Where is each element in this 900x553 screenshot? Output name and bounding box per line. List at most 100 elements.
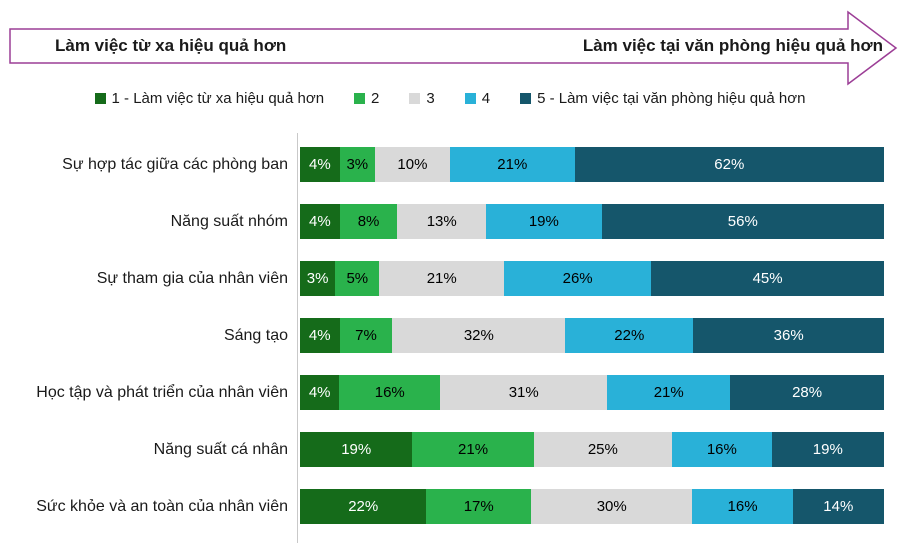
legend-label: 1 - Làm việc từ xa hiệu quả hơn [111,89,325,107]
chart-row: Sức khỏe và an toàn của nhân viên 22% 17% 3… [0,478,884,535]
bar-segment: 17% [426,489,531,524]
category-label: Sự hợp tác giữa các phòng ban [62,155,288,173]
bar-segment-label: 19% [341,441,372,458]
bar-segment-label: 10% [397,156,428,173]
bar-segment-label: 36% [773,327,804,344]
stacked-bar-chart: Sự hợp tác giữa các phòng ban 4% 3% 10% 21% 6… [0,136,885,535]
bar-segment: 25% [533,432,673,467]
bar-segment-label: 17% [463,498,494,515]
bar-segment: 21% [379,261,505,296]
bar-segment-label: 14% [823,498,854,515]
legend-item: 5 - Làm việc tại văn phòng hiệu quả hơn [520,90,805,107]
bar-segment: 5% [335,261,380,296]
legend-swatch-icon [354,92,366,104]
legend-swatch-icon [94,92,106,104]
bar-stack: 3% 5% 21% 26% 45% [300,261,884,296]
legend: 1 - Làm việc từ xa hiệu quả hơn 2 3 4 5 - Là… [0,86,900,110]
bar-segment-label: 22% [614,327,645,344]
bar-segment-label: 7% [355,327,377,344]
bar-segment: 36% [693,318,884,353]
banner-right-label: Làm việc tại văn phòng hiệu quả hơn [582,36,883,55]
bar-segment-label: 4% [308,327,331,344]
bar-segment-label: 21% [497,156,528,173]
bar-segment: 32% [392,318,566,353]
bar-segment-label: 22% [348,498,379,515]
bar-segment-label: 26% [562,270,593,287]
bar-segment: 4% [300,375,340,410]
bar-segment: 10% [374,147,450,182]
legend-item: 2 [354,90,379,107]
category-label: Học tập và phát triển của nhân viên [36,383,288,401]
category-label: Năng suất nhóm [170,212,288,230]
y-axis-line [297,133,298,543]
bar-segment: 21% [607,375,731,410]
chart-row: Năng suất nhóm 4% 8% 13% 19% 56% [0,193,884,250]
bar-segment: 30% [530,489,693,524]
bar-segment: 19% [300,432,413,467]
bar-stack: 19% 21% 25% 16% 19% [300,432,885,467]
bar-segment-label: 13% [426,213,457,230]
bar-segment: 16% [339,375,441,410]
bar-segment: 4% [300,318,340,353]
category-label: Năng suất cá nhân [153,440,288,458]
bar-segment-label: 4% [308,384,331,401]
bar-segment-label: 28% [792,384,823,401]
bar-segment-label: 32% [463,327,494,344]
legend-label: 3 [426,89,435,107]
legend-label: 5 - Làm việc tại văn phòng hiệu quả hơn [537,89,806,107]
bar-stack: 22% 17% 30% 16% 14% [300,489,884,524]
banner-arrow-outline [9,10,898,86]
chart-row: Sự tham gia của nhân viên 3% 5% 21% 26% 45% [0,250,884,307]
bar-stack: 4% 8% 13% 19% 56% [300,204,884,239]
bar-segment: 19% [486,204,602,239]
bar-segment: 28% [730,375,884,410]
bar-segment-label: 56% [727,213,758,230]
legend-swatch-icon [409,92,421,104]
bar-segment: 26% [504,261,652,296]
legend-swatch-icon [464,92,476,104]
bar-segment: 8% [339,204,398,239]
bar-segment: 56% [601,204,884,239]
bar-segment-label: 25% [587,441,618,458]
legend-item: 1 - Làm việc từ xa hiệu quả hơn [94,89,325,107]
bar-segment: 16% [672,432,772,467]
bar-segment: 13% [397,204,487,239]
bar-segment-label: 31% [508,384,539,401]
bar-segment: 45% [651,261,884,296]
bar-segment-label: 21% [458,441,489,458]
banner-left-label: Làm việc từ xa hiệu quả hơn [55,36,287,55]
bar-segment-label: 3% [346,156,369,173]
bar-segment: 22% [300,489,427,524]
category-label: Sức khỏe và an toàn của nhân viên [36,497,288,515]
bar-segment-label: 4% [309,156,331,173]
banner-arrow [9,10,898,86]
bar-segment: 22% [565,318,694,353]
bar-segment: 19% [771,432,885,467]
bar-stack: 4% 16% 31% 21% 28% [300,375,884,410]
legend-label: 4 [481,89,491,107]
bar-stack: 4% 7% 32% 22% 36% [300,318,884,353]
legend-item: 3 [409,89,435,107]
category-label: Sự tham gia của nhân viên [96,269,288,287]
bar-segment-label: 5% [346,270,369,287]
bar-segment: 21% [449,147,575,182]
bar-stack: 4% 3% 10% 21% 62% [300,147,884,182]
category-label: Sáng tạo [223,326,288,344]
bar-segment: 16% [692,489,793,524]
bar-segment-label: 19% [528,213,559,230]
chart-row: Học tập và phát triển của nhân viên 4% 16%… [0,364,884,421]
bar-segment-label: 16% [706,441,737,458]
bar-segment: 3% [300,261,336,296]
bar-segment: 3% [339,147,375,182]
bar-segment-label: 16% [374,384,405,401]
bar-segment: 31% [440,375,608,410]
bar-segment-label: 21% [426,270,457,287]
bar-segment-label: 30% [596,498,627,515]
legend-item: 4 [464,89,491,107]
bar-segment-label: 19% [812,441,843,458]
chart-row: Sự hợp tác giữa các phòng ban 4% 3% 10% 21% 6… [0,136,884,193]
bar-segment: 7% [339,318,393,353]
bar-segment: 4% [300,147,340,182]
bar-segment-label: 4% [309,213,331,230]
